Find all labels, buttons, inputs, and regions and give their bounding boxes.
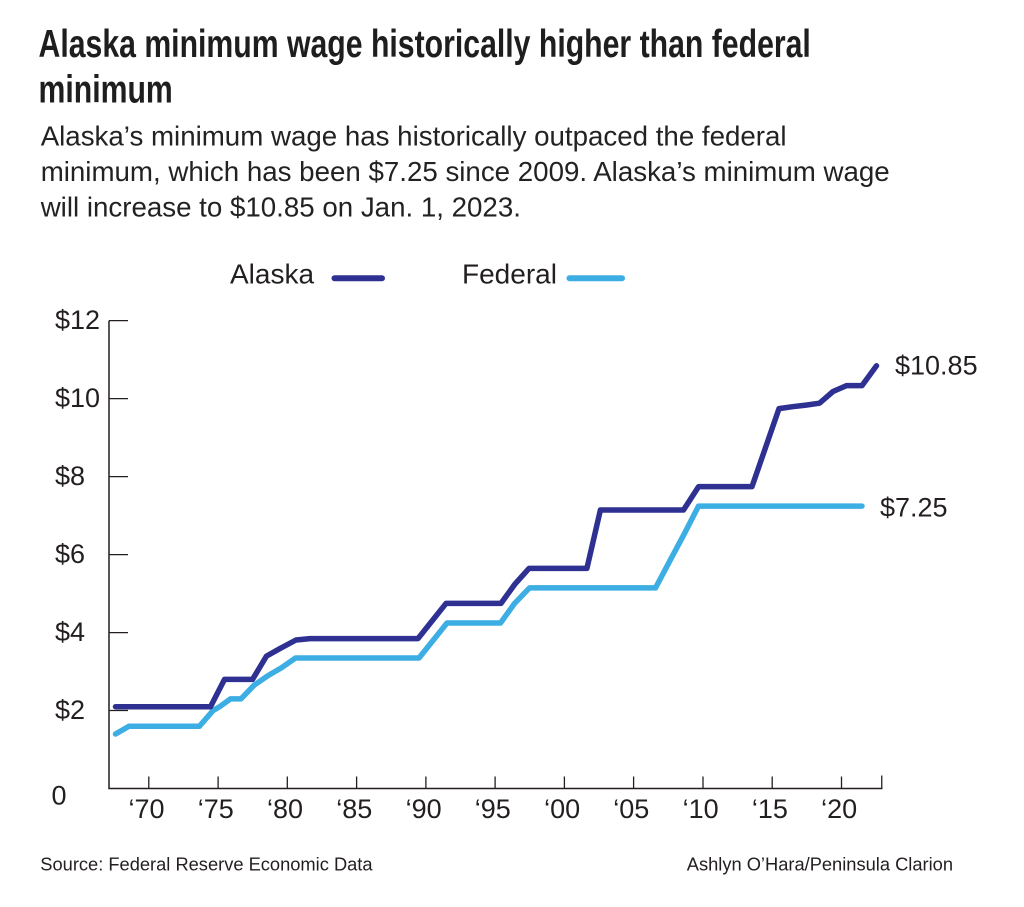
svg-text:‘95: ‘95 bbox=[475, 794, 511, 824]
svg-text:$7.25: $7.25 bbox=[880, 492, 948, 522]
svg-text:minimum, which has been $7.25: minimum, which has been $7.25 since 2009… bbox=[41, 156, 890, 187]
svg-text:‘10: ‘10 bbox=[683, 794, 719, 824]
svg-text:$8: $8 bbox=[55, 461, 85, 491]
svg-text:$12: $12 bbox=[55, 305, 100, 335]
svg-text:‘00: ‘00 bbox=[544, 794, 580, 824]
svg-text:minimum: minimum bbox=[39, 68, 173, 112]
svg-text:$4: $4 bbox=[55, 617, 85, 647]
svg-text:$6: $6 bbox=[55, 539, 85, 569]
svg-text:will increase to $10.85 on Jan: will increase to $10.85 on Jan. 1, 2023. bbox=[40, 191, 521, 222]
svg-text:‘05: ‘05 bbox=[613, 794, 649, 824]
svg-text:Alaska’s minimum wage has hist: Alaska’s minimum wage has historically o… bbox=[41, 121, 787, 152]
svg-text:‘20: ‘20 bbox=[821, 794, 857, 824]
svg-text:Ashlyn O’Hara/Peninsula Clario: Ashlyn O’Hara/Peninsula Clarion bbox=[687, 854, 953, 875]
svg-text:‘90: ‘90 bbox=[406, 794, 442, 824]
svg-text:Alaska minimum wage historical: Alaska minimum wage historically higher … bbox=[39, 22, 811, 66]
svg-text:‘85: ‘85 bbox=[336, 794, 372, 824]
svg-text:‘80: ‘80 bbox=[267, 794, 303, 824]
svg-text:Source: Federal Reserve Econom: Source: Federal Reserve Economic Data bbox=[40, 854, 373, 875]
svg-text:‘15: ‘15 bbox=[752, 794, 788, 824]
svg-text:Alaska: Alaska bbox=[230, 259, 314, 290]
svg-text:$10.85: $10.85 bbox=[895, 350, 978, 380]
svg-text:0: 0 bbox=[52, 780, 67, 810]
svg-text:$10: $10 bbox=[55, 383, 100, 413]
svg-text:$2: $2 bbox=[55, 695, 85, 725]
svg-text:‘70: ‘70 bbox=[128, 794, 164, 824]
svg-text:Federal: Federal bbox=[462, 259, 557, 290]
svg-text:‘75: ‘75 bbox=[198, 794, 234, 824]
